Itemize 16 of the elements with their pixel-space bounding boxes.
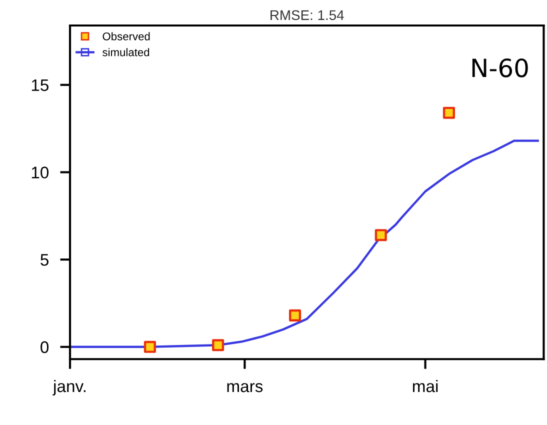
point xyxy=(374,229,387,242)
y-tick-label: 15 xyxy=(32,79,48,92)
point xyxy=(212,339,224,352)
legend-label: simulated xyxy=(102,48,150,56)
x-tick-label: janv. xyxy=(52,380,86,396)
chart-title: RMSE: 1.54 xyxy=(270,10,344,20)
annotation: N-60 xyxy=(472,58,528,78)
point xyxy=(289,309,302,322)
y-tick-label: 5 xyxy=(40,254,48,266)
y-tick-label: 0 xyxy=(40,341,49,354)
legend-label: Observed xyxy=(102,32,150,40)
point xyxy=(442,106,455,119)
point xyxy=(144,340,156,353)
x-tick-label: mars xyxy=(227,383,263,392)
y-tick-label: 10 xyxy=(32,166,49,178)
x-tick-label: mai xyxy=(412,380,438,392)
